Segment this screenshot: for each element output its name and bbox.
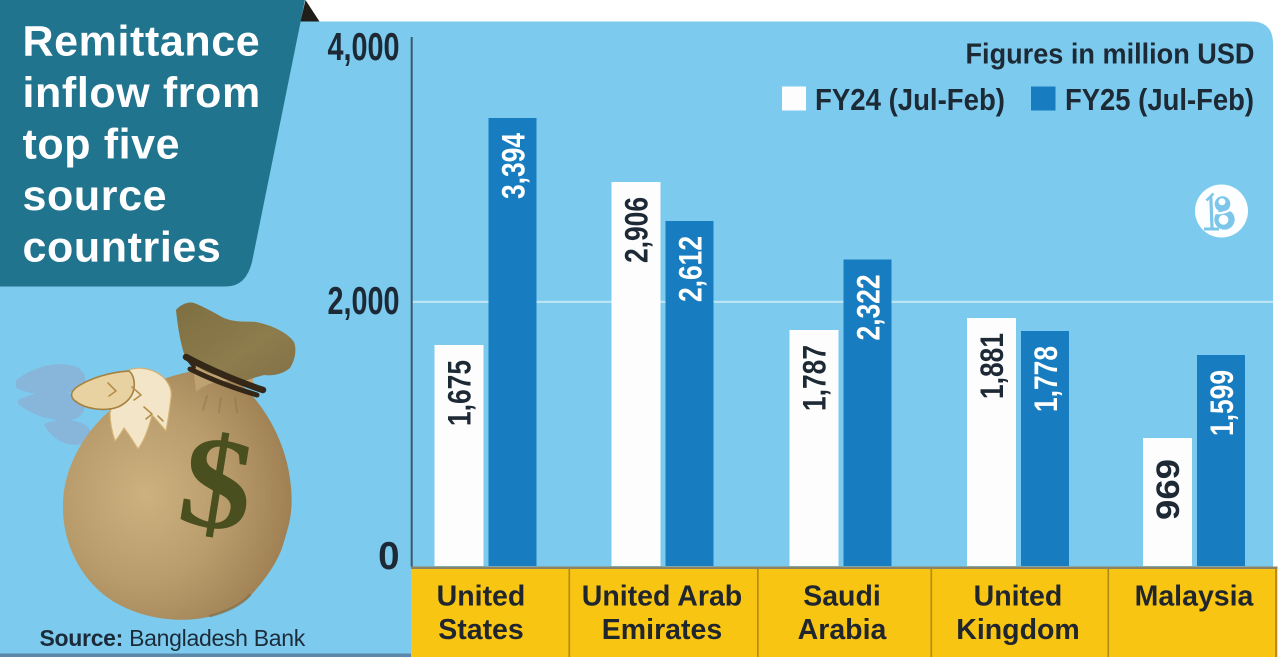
svg-text:Remittance: Remittance (23, 18, 261, 66)
svg-text:0: 0 (378, 535, 399, 578)
svg-text:2,612: 2,612 (673, 236, 709, 302)
svg-text:United Arab: United Arab (582, 581, 742, 613)
svg-text:United: United (437, 581, 526, 613)
svg-text:FY24 (Jul-Feb): FY24 (Jul-Feb) (815, 82, 1005, 117)
svg-text:1,787: 1,787 (797, 345, 833, 411)
svg-text:Source: Bangladesh Bank: Source: Bangladesh Bank (40, 625, 306, 651)
svg-text:969: 969 (1150, 459, 1186, 520)
svg-text:Saudi: Saudi (803, 581, 881, 613)
svg-text:1,881: 1,881 (974, 333, 1010, 399)
svg-text:source: source (23, 172, 168, 220)
svg-text:1,778: 1,778 (1028, 346, 1064, 412)
svg-text:2,906: 2,906 (619, 197, 655, 263)
svg-text:Arabia: Arabia (798, 614, 888, 646)
svg-text:1,675: 1,675 (442, 360, 478, 426)
svg-text:2,000: 2,000 (328, 280, 400, 323)
svg-text:1,599: 1,599 (1204, 370, 1240, 436)
svg-text:countries: countries (23, 224, 222, 272)
svg-text:Kingdom: Kingdom (956, 614, 1079, 646)
svg-text:States: States (438, 614, 524, 646)
svg-text:inflow from: inflow from (23, 69, 261, 117)
svg-text:Emirates: Emirates (602, 614, 722, 646)
svg-text:Malaysia: Malaysia (1135, 581, 1255, 613)
svg-text:United: United (974, 581, 1063, 613)
svg-text:top five: top five (23, 121, 181, 169)
svg-text:Figures in million USD: Figures in million USD (966, 39, 1255, 71)
svg-text:2,322: 2,322 (851, 275, 887, 341)
svg-text:4,000: 4,000 (328, 26, 400, 69)
svg-text:3,394: 3,394 (496, 133, 532, 199)
svg-text:FY25 (Jul-Feb): FY25 (Jul-Feb) (1065, 82, 1254, 117)
